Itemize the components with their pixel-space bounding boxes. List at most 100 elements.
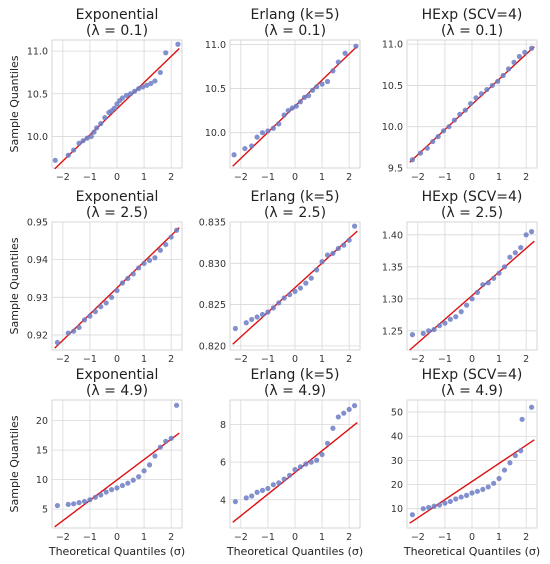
- data-point: [270, 305, 276, 311]
- data-point: [52, 157, 58, 163]
- data-point: [289, 105, 295, 111]
- subplot-subtitle: (λ = 4.9): [86, 383, 148, 399]
- x-tick-label: −2: [234, 532, 248, 543]
- data-point: [308, 275, 314, 281]
- x-tick-label: −1: [438, 354, 452, 365]
- data-point: [474, 289, 481, 295]
- x-axis-label: Theoretical Quantiles (σ): [48, 545, 185, 558]
- subplot-subtitle: (λ = 2.5): [86, 205, 148, 221]
- data-point: [409, 512, 416, 518]
- data-point: [436, 502, 443, 508]
- subplot-title: Exponential: [76, 189, 159, 205]
- data-point: [65, 330, 71, 336]
- data-point: [297, 99, 304, 105]
- data-point: [243, 320, 249, 326]
- y-tick-label: 4: [220, 495, 226, 506]
- y-tick-label: 5: [42, 505, 48, 516]
- x-tick-label: 2: [168, 532, 174, 543]
- y-tick-label: 20: [391, 480, 403, 491]
- x-tick-label: 0: [114, 172, 120, 183]
- data-point: [249, 316, 255, 323]
- data-point: [462, 107, 468, 113]
- data-point: [457, 111, 463, 117]
- data-point: [330, 425, 336, 431]
- data-point: [249, 143, 255, 149]
- x-tick-label: 1: [496, 354, 502, 365]
- data-point: [507, 460, 513, 466]
- data-point: [98, 304, 104, 310]
- x-tick-label: 1: [496, 172, 502, 183]
- data-point: [484, 86, 490, 93]
- data-point: [76, 140, 82, 146]
- y-tick-label: 1.25: [382, 326, 403, 337]
- data-point: [285, 108, 291, 114]
- x-tick-label: 2: [346, 532, 352, 543]
- data-point: [297, 285, 304, 291]
- data-point: [92, 309, 98, 315]
- data-point: [522, 49, 528, 55]
- data-point: [265, 309, 271, 315]
- data-point: [270, 125, 276, 131]
- data-point: [319, 451, 325, 458]
- data-point: [310, 87, 316, 93]
- subplot-title: HExp (SCV=4): [422, 7, 523, 23]
- data-point: [92, 494, 98, 500]
- data-point: [447, 316, 453, 322]
- data-point: [528, 404, 535, 410]
- data-point: [54, 339, 61, 346]
- data-point: [468, 100, 474, 107]
- data-point: [431, 326, 437, 333]
- x-tick-label: −2: [234, 354, 248, 365]
- data-point: [119, 482, 126, 489]
- data-point: [114, 485, 120, 491]
- data-point: [276, 480, 282, 486]
- y-tick-label: 1.40: [382, 230, 403, 241]
- subplot-subtitle: (λ = 4.9): [264, 383, 326, 399]
- data-point: [76, 324, 82, 331]
- data-point: [76, 500, 82, 506]
- data-point: [168, 435, 174, 441]
- y-tick-label: 20: [36, 416, 48, 427]
- data-point: [430, 138, 436, 145]
- data-point: [435, 134, 441, 140]
- data-point: [111, 105, 117, 111]
- data-point: [141, 468, 147, 474]
- data-point: [123, 92, 130, 99]
- x-tick-label: 1: [141, 172, 147, 183]
- subplot-title: Exponential: [76, 367, 159, 383]
- data-point: [341, 410, 347, 416]
- data-point: [458, 494, 464, 500]
- data-point: [489, 82, 495, 89]
- y-tick-label: 15: [36, 446, 48, 457]
- data-point: [146, 257, 153, 263]
- data-point: [152, 453, 158, 459]
- x-tick-label: 2: [523, 532, 529, 543]
- data-point: [330, 250, 336, 256]
- data-point: [286, 292, 293, 298]
- subplot-subtitle: (λ = 2.5): [441, 205, 503, 221]
- data-point: [173, 227, 180, 233]
- x-tick-label: 1: [319, 354, 325, 365]
- data-point: [420, 330, 426, 336]
- y-axis-label: Sample Quantiles: [8, 415, 21, 512]
- data-point: [324, 440, 331, 446]
- data-point: [528, 229, 535, 235]
- data-point: [335, 245, 341, 252]
- x-tick-label: 0: [114, 354, 120, 365]
- data-point: [409, 332, 416, 338]
- y-tick-label: 0.835: [199, 218, 226, 229]
- data-point: [516, 53, 522, 60]
- subplot-3-3: −2 −1 0 1 2 10 20 30 40 50 HExp (SCV=4)(λ = 4.9) Th…: [391, 367, 540, 558]
- data-point: [94, 125, 100, 131]
- data-point: [463, 492, 470, 498]
- data-point: [91, 129, 97, 135]
- data-point: [108, 487, 115, 493]
- data-point: [480, 282, 486, 288]
- y-tick-label: 6: [220, 458, 226, 469]
- data-point: [119, 95, 126, 101]
- data-point: [308, 459, 314, 465]
- data-point: [473, 95, 479, 101]
- subplot-1-3: −2 −1 0 1 2 9.5 10.0 10.5 11.0 HExp (SCV=4)(λ = 0…: [382, 7, 538, 183]
- data-point: [65, 152, 71, 158]
